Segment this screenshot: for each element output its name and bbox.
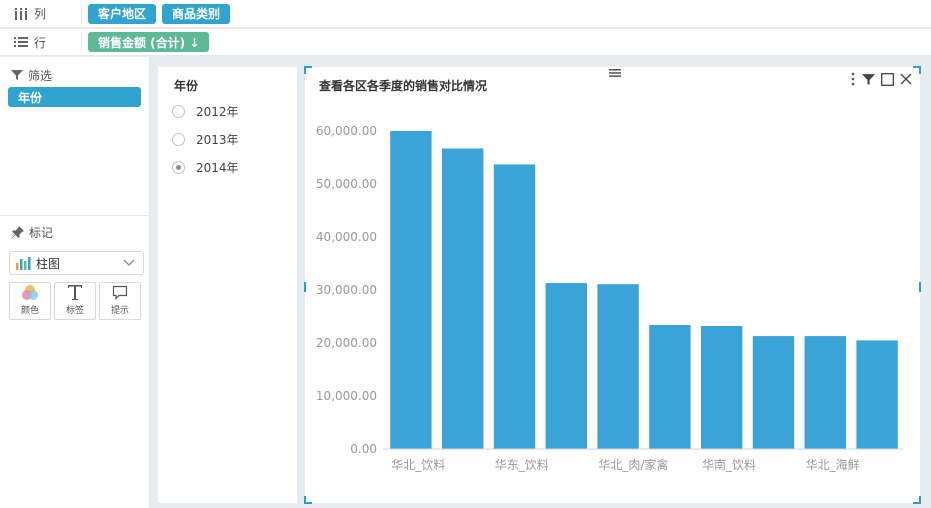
more-options-icon[interactable] — [850, 72, 856, 86]
year-option-2014[interactable]: 2014年 — [172, 159, 239, 176]
y-tick-label: 50,000.00 — [316, 177, 377, 191]
y-tick-label: 0.00 — [350, 442, 377, 456]
chart-toolbar — [844, 72, 912, 86]
chart-filter-icon[interactable] — [862, 73, 875, 86]
close-icon[interactable] — [900, 73, 912, 85]
resize-handle[interactable] — [919, 496, 921, 504]
drag-handle-icon[interactable] — [608, 68, 622, 78]
year-option-label: 2013年 — [196, 133, 239, 147]
chart-panel: 查看各区各季度的销售对比情况 0.00 10,000.00 20,000.00 30,… — [305, 67, 920, 503]
resize-handle[interactable] — [304, 502, 312, 504]
radio-2012[interactable] — [172, 105, 185, 118]
tooltip-button-label: 提示 — [110, 306, 129, 316]
filter-icon — [11, 70, 23, 80]
y-tick-label: 20,000.00 — [316, 336, 377, 350]
rows-shelf-label: 行 — [0, 33, 82, 51]
bar[interactable] — [701, 326, 743, 449]
bar[interactable] — [856, 340, 898, 449]
resize-handle[interactable] — [304, 66, 312, 68]
color-button-label: 颜色 — [20, 306, 39, 316]
color-button[interactable]: 颜色 — [9, 282, 51, 320]
x-tick-label: 华北_海鲜 — [806, 457, 860, 472]
resize-handle[interactable] — [919, 282, 921, 292]
resize-handle[interactable] — [913, 66, 921, 68]
y-tick-label: 40,000.00 — [316, 230, 377, 244]
year-filter-title: 年份 — [174, 79, 199, 93]
bar[interactable] — [649, 325, 691, 449]
column-pill-category[interactable]: 商品类别 — [162, 3, 231, 24]
resize-handle[interactable] — [304, 496, 306, 504]
maximize-icon[interactable] — [881, 72, 894, 86]
resize-handle[interactable] — [304, 66, 306, 74]
marks-section-title: 标记 — [0, 222, 150, 242]
columns-shelf: 列 客户地区 商品类别 — [0, 0, 931, 28]
filter-section-title: 筛选 — [0, 65, 149, 85]
marks-section-label: 标记 — [29, 225, 54, 240]
left-panel: 筛选 年份 标记 柱图 颜色 标签 — [0, 57, 150, 508]
x-tick-label: 华南_饮料 — [702, 457, 756, 472]
panel-divider — [0, 215, 150, 216]
label-button[interactable]: 标签 — [54, 282, 96, 320]
year-filter-panel: 年份 2012年 2013年 2014年 — [158, 67, 297, 503]
year-option-label: 2014年 — [196, 161, 239, 175]
bar[interactable] — [752, 336, 795, 449]
tooltip-button[interactable]: 提示 — [99, 282, 141, 320]
bar[interactable] — [804, 336, 846, 449]
chart-title: 查看各区各季度的销售对比情况 — [319, 79, 488, 93]
color-palette-icon — [22, 284, 38, 300]
chart-type-value: 柱图 — [36, 256, 61, 271]
year-option-2012[interactable]: 2012年 — [172, 103, 239, 120]
resize-handle[interactable] — [304, 282, 306, 292]
pin-icon — [11, 225, 24, 238]
x-tick-label: 华北_肉/家禽 — [598, 457, 668, 472]
bar[interactable] — [493, 164, 536, 449]
bar[interactable] — [597, 284, 639, 449]
filter-pill-year[interactable]: 年份 — [8, 87, 141, 107]
rows-shelf: 行 销售金额 (合计) ↓ — [0, 29, 931, 56]
bar[interactable] — [390, 131, 432, 449]
resize-handle[interactable] — [913, 502, 921, 504]
year-option-2013[interactable]: 2013年 — [172, 131, 239, 148]
rows-icon — [14, 37, 28, 47]
bar[interactable] — [545, 283, 587, 449]
columns-shelf-label: 列 — [0, 4, 82, 23]
columns-icon — [15, 7, 27, 20]
x-tick-label: 华东_饮料 — [495, 458, 549, 472]
bar-chart-icon — [16, 256, 31, 270]
y-tick-label: 10,000.00 — [316, 389, 377, 403]
y-tick-label: 60,000.00 — [316, 124, 377, 138]
filter-section-label: 筛选 — [28, 68, 53, 83]
year-option-label: 2012年 — [196, 105, 239, 119]
label-button-label: 标签 — [65, 306, 84, 316]
column-pill-region[interactable]: 客户地区 — [88, 3, 157, 24]
marks-section: 标记 柱图 颜色 标签 提示 — [0, 222, 150, 320]
y-tick-label: 30,000.00 — [316, 283, 377, 297]
bar[interactable] — [442, 148, 484, 450]
columns-label: 列 — [34, 7, 47, 21]
radio-2013[interactable] — [172, 133, 185, 146]
rows-label: 行 — [34, 35, 47, 50]
radio-2014[interactable] — [172, 161, 185, 174]
resize-handle[interactable] — [919, 66, 921, 74]
speech-bubble-icon — [112, 285, 128, 300]
row-pill-sales-amount[interactable]: 销售金额 (合计) ↓ — [88, 32, 210, 52]
text-t-icon — [68, 285, 82, 300]
chart-type-select[interactable]: 柱图 — [9, 251, 144, 275]
bar-chart: 0.00 10,000.00 20,000.00 30,000.00 40,000.00… — [316, 124, 903, 472]
chevron-down-icon — [123, 259, 135, 266]
x-tick-label: 华北_饮料 — [391, 458, 445, 472]
